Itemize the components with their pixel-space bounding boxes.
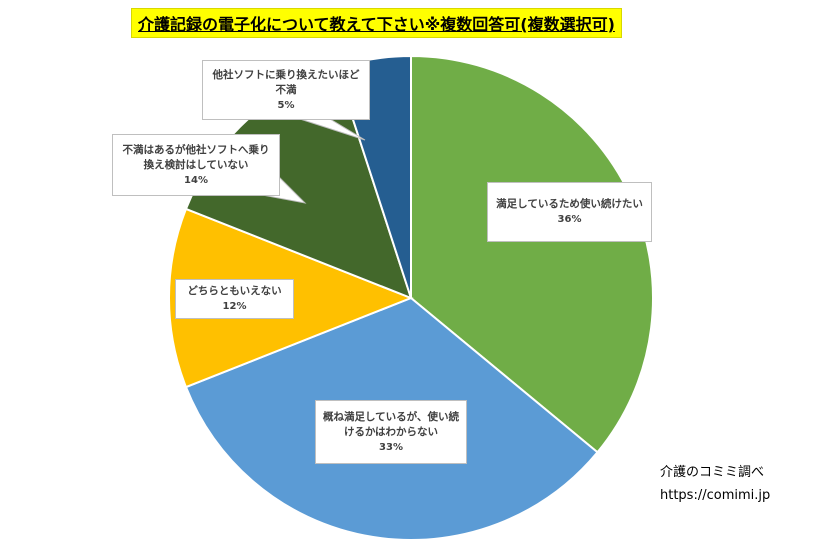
data-label-want-to-switch: 他社ソフトに乗り換えたいほど不満 5%: [202, 60, 370, 120]
data-label-neutral-text: どちらともいえない: [187, 285, 282, 297]
data-label-satisfied-value: 36%: [557, 214, 582, 225]
data-label-dissatisfied-not-switching: 不満はあるが他社ソフトへ乗り換え検討はしていない 14%: [112, 134, 280, 196]
data-label-dissatisfied-not-switching-text: 不満はあるが他社ソフトへ乗り換え検討はしていない: [122, 143, 270, 171]
data-label-want-to-switch-value: 5%: [277, 99, 295, 111]
chart-title-box: 介護記録の電子化について教えて下さい※複数回答可(複数選択可): [131, 8, 622, 38]
data-label-mostly-satisfied: 概ね満足しているが、使い続けるかはわからない 33%: [315, 400, 467, 464]
data-label-mostly-satisfied-value: 33%: [379, 441, 403, 453]
data-label-mostly-satisfied-text: 概ね満足しているが、使い続けるかはわからない: [323, 410, 459, 438]
source-credit-name: 介護のコミミ調べ: [660, 465, 765, 480]
data-label-neutral-value: 12%: [222, 301, 247, 312]
data-label-dissatisfied-not-switching-value: 14%: [184, 174, 208, 186]
chart-title: 介護記録の電子化について教えて下さい※複数回答可(複数選択可): [138, 15, 615, 34]
source-credit-url: https://comimi.jp: [660, 488, 771, 503]
data-label-want-to-switch-text: 他社ソフトに乗り換えたいほど不満: [212, 68, 360, 96]
data-label-satisfied-text: 満足しているため使い続けたい: [496, 198, 643, 210]
data-label-neutral: どちらともいえない 12%: [175, 279, 294, 319]
data-label-satisfied: 満足しているため使い続けたい 36%: [487, 182, 652, 242]
